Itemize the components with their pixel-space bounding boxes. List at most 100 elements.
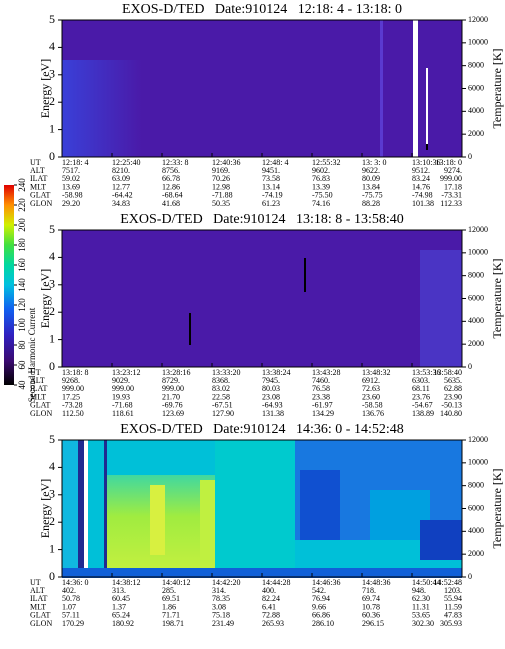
ephemeris-value: 12.86 [162,182,180,191]
ephemeris-value: 13:10:36 [412,158,440,167]
ephemeris-value: 118.61 [112,409,134,418]
ephemeris-value: 62.30 [412,594,430,603]
ephemeris-value: 14:52:48 [434,578,462,587]
ephemeris-value: 305.93 [440,619,462,628]
ephemeris-value: 3.08 [212,602,226,611]
ephemeris-label: UT [30,578,41,587]
ephemeris-value: 60.36 [362,611,380,620]
ephemeris-value: 23.76 [412,392,430,401]
y2-tick-label: 10000 [468,38,488,47]
y-tick-label: 3 [49,487,55,501]
colorbar-tick-label: 80 [17,340,27,350]
ephemeris-value: 22.58 [212,392,230,401]
ephemeris-value: 14.76 [412,182,430,191]
ephemeris-value: 7517. [62,166,80,175]
ephemeris-value: 8729. [162,376,180,385]
ephemeris-value: 68.11 [412,384,430,393]
ephemeris-value: 13.84 [362,182,380,191]
ephemeris-value: 13:38:24 [262,368,290,377]
colorbar-tick-label: 40 [17,380,27,390]
ephemeris-value: 13:53:36 [412,368,440,377]
ephemeris-value: -69.76 [162,401,183,410]
ephemeris-label: GLAT [30,611,51,620]
spectrogram-field [62,440,462,578]
ephemeris-label: MLT [30,182,46,191]
y2-tick-label: 0 [468,152,472,161]
ephemeris-value: 14:40:12 [162,578,190,587]
colorbar-tick-label: 200 [17,218,27,232]
ephemeris-value: 23.60 [362,392,380,401]
y2-tick-label: 4000 [468,106,484,115]
ephemeris-value: 66.86 [312,611,330,620]
colorbar-tick-label: 240 [17,178,27,192]
ephemeris-value: 23.08 [262,392,280,401]
ephemeris-value: 285. [162,586,176,595]
y2-tick-label: 2000 [468,549,484,558]
ephemeris-value: 73.58 [262,174,280,183]
ephemeris-value: 8368. [212,376,230,385]
ephemeris-value: 265.93 [262,619,284,628]
ephemeris-value: 13.14 [262,182,280,191]
ephemeris-value: 180.92 [112,619,134,628]
ephemeris-value: -54.67 [412,401,433,410]
ephemeris-value: 88.28 [362,199,380,208]
ephemeris-value: 50.78 [62,594,80,603]
y-tick-label: 3 [49,277,55,291]
y-tick-label: 0 [49,359,55,373]
ephemeris-value: -64.93 [262,401,283,410]
ephemeris-value: 59.02 [62,174,80,183]
ephemeris-label: MLT [30,392,46,401]
ephemeris-value: 13:18: 0 [436,158,462,167]
y2-tick-label: 8000 [468,270,484,279]
y2-tick-label: 10000 [468,458,488,467]
ephemeris-value: 13:48:32 [362,368,390,377]
y-tick-label: 5 [49,12,55,26]
ephemeris-value: 75.18 [212,611,230,620]
ephemeris-value: 76.94 [312,594,330,603]
ephemeris-value: 112.33 [440,199,462,208]
ephemeris-value: 13:33:20 [212,368,240,377]
ephemeris-value: 13:58:40 [434,368,462,377]
ephemeris-value: 63.09 [112,174,130,183]
ephemeris-value: 302.30 [412,619,434,628]
ephemeris-value: 19.93 [112,392,130,401]
y2-tick-label: 0 [468,362,472,371]
colorbar-tick-label: 120 [17,298,27,312]
ephemeris-value: 14:44:28 [262,578,290,587]
ephemeris-value: 60.45 [112,594,130,603]
y-tick-label: 1 [49,541,55,555]
ephemeris-value: 8210. [112,166,130,175]
ephemeris-label: ILAT [30,174,47,183]
ephemeris-value: 76.83 [312,174,330,183]
y-axis-label: Energy [eV] [38,479,52,538]
y2-tick-label: 10000 [468,248,488,257]
y-tick-label: 5 [49,432,55,446]
ephemeris-value: 1.37 [112,602,126,611]
y-tick-label: 0 [49,149,55,163]
y2-tick-label: 4000 [468,526,484,535]
ephemeris-label: UT [30,158,41,167]
colorbar [4,185,14,385]
ephemeris-value: 948. [412,586,426,595]
ephemeris-value: 9268. [62,376,80,385]
y-tick-label: 2 [49,514,55,528]
ephemeris-value: 14:48:36 [362,578,390,587]
ephemeris-value: 9.66 [312,602,326,611]
ephemeris-value: 23.38 [312,392,330,401]
ephemeris-value: 61.23 [262,199,280,208]
panel-title: EXOS-D/TED Date:910124 13:18: 8 - 13:58:… [120,212,403,227]
ephemeris-value: 6303. [412,376,430,385]
ephemeris-value: 999.00 [112,384,134,393]
ephemeris-value: 13: 3: 0 [362,158,386,167]
ephemeris-value: 170.29 [62,619,84,628]
y-axis-label: Energy [eV] [38,59,52,118]
ephemeris-value: 9512. [412,166,430,175]
ephemeris-value: -68.64 [162,191,183,200]
ephemeris-value: 296.15 [362,619,384,628]
ephemeris-value: 402. [62,586,76,595]
colorbar-tick-label: 100 [17,318,27,332]
ephemeris-value: 71.71 [162,611,180,620]
ephemeris-value: -64.42 [112,191,133,200]
ephemeris-label: GLON [30,619,52,628]
